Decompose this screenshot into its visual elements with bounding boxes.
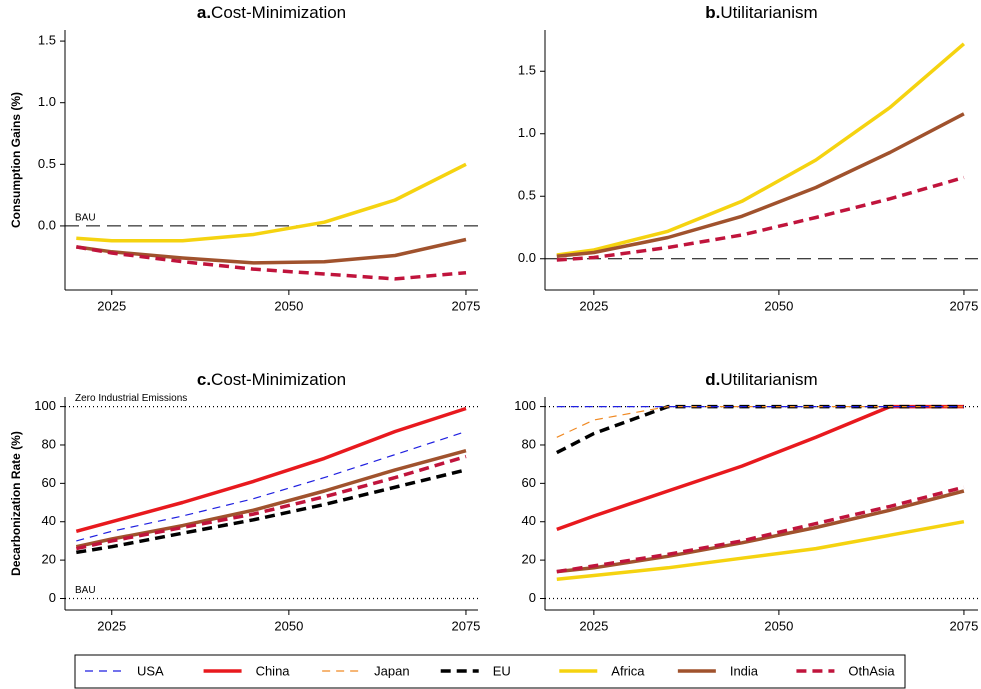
series-line	[556, 175, 965, 262]
chart-title: a.Cost-Minimization	[197, 3, 346, 22]
legend-label: EU	[493, 663, 511, 678]
y-axis-label: Decarbonization Rate (%)	[9, 431, 23, 576]
series-line	[556, 489, 965, 574]
x-tick-label: 2050	[274, 298, 303, 313]
series-line	[75, 454, 467, 551]
legend-box	[74, 654, 906, 689]
y-tick-label: 20	[522, 552, 536, 567]
y-tick-label: 100	[514, 398, 536, 413]
legend-label: Africa	[611, 663, 645, 678]
y-tick-label: 100	[34, 398, 56, 413]
series-line	[556, 112, 965, 259]
reference-label: BAU	[75, 213, 96, 224]
chart-title: c.Cost-Minimization	[197, 370, 346, 389]
legend-label: China	[256, 663, 291, 678]
x-tick-label: 2050	[764, 298, 793, 313]
x-tick-label: 2075	[949, 298, 978, 313]
y-tick-label: 0	[49, 590, 56, 605]
y-tick-label: 0.5	[38, 156, 56, 171]
y-tick-label: 20	[42, 552, 56, 567]
series-line	[556, 485, 965, 574]
y-tick-label: 40	[42, 513, 56, 528]
panel-label: c.	[197, 370, 211, 389]
y-tick-label: 0	[529, 590, 536, 605]
series-line	[76, 237, 467, 265]
x-tick-label: 2075	[949, 618, 978, 633]
panel-label: d.	[705, 370, 720, 389]
legend-label: India	[730, 663, 759, 678]
y-tick-label: 0.0	[38, 217, 56, 232]
x-tick-label: 2050	[764, 618, 793, 633]
x-tick-label: 2025	[579, 298, 608, 313]
legend-label: Japan	[374, 663, 409, 678]
series-line	[556, 519, 965, 582]
series-line	[75, 449, 467, 549]
panel-title: Utilitarianism	[720, 3, 817, 22]
x-tick-label: 2025	[97, 298, 126, 313]
series-line	[76, 468, 467, 555]
x-tick-label: 2025	[579, 618, 608, 633]
panel-title: Utilitarianism	[720, 370, 817, 389]
y-tick-label: 40	[522, 513, 536, 528]
chart-title: b.Utilitarianism	[705, 3, 817, 22]
series-line	[556, 406, 964, 438]
y-tick-label: 1.5	[518, 63, 536, 78]
series-line	[76, 162, 467, 243]
y-tick-label: 80	[42, 436, 56, 451]
panel-title: Cost-Minimization	[211, 370, 346, 389]
x-tick-label: 2050	[274, 618, 303, 633]
panel-label: b.	[705, 3, 720, 22]
reference-label: Zero Industrial Emissions	[75, 393, 187, 404]
legend-label: OthAsia	[848, 663, 895, 678]
y-tick-label: 1.5	[38, 33, 56, 48]
y-tick-label: 0.0	[518, 250, 536, 265]
panel-title: Cost-Minimization	[211, 3, 346, 22]
x-tick-label: 2075	[451, 298, 480, 313]
y-tick-label: 60	[522, 475, 536, 490]
series-line	[556, 42, 966, 257]
panel-label: a.	[197, 3, 211, 22]
x-tick-label: 2075	[451, 618, 480, 633]
y-tick-label: 80	[522, 436, 536, 451]
y-tick-label: 0.5	[518, 188, 536, 203]
series-line	[555, 404, 964, 455]
series-line	[76, 245, 467, 281]
y-tick-label: 60	[42, 475, 56, 490]
series-line	[75, 406, 467, 533]
x-tick-label: 2025	[97, 618, 126, 633]
reference-label: BAU	[75, 585, 96, 596]
series-line	[76, 430, 467, 542]
y-tick-label: 1.0	[38, 94, 56, 109]
legend-label: USA	[137, 663, 164, 678]
chart-title: d.Utilitarianism	[705, 370, 817, 389]
y-tick-label: 1.0	[518, 125, 536, 140]
y-axis-label: Consumption Gains (%)	[9, 92, 23, 228]
